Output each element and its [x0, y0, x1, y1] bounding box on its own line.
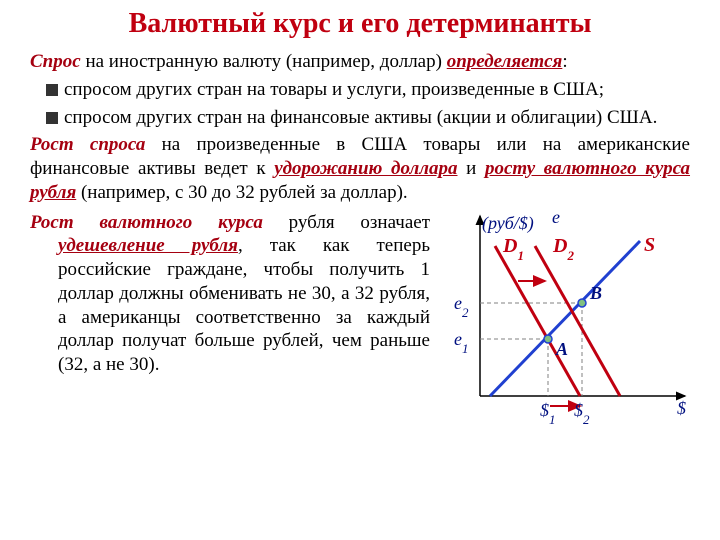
intro-tail: определяется: [447, 51, 563, 72]
intro-colon: :: [562, 51, 567, 72]
bullet-icon: [46, 112, 58, 124]
bullet-1: спросом других стран на товары и услуги,…: [30, 78, 690, 102]
bullet-icon: [46, 84, 58, 96]
svg-text:A: A: [555, 339, 568, 359]
svg-text:D1: D1: [502, 235, 524, 263]
bullet-2-text: спросом других стран на финансовые актив…: [64, 107, 657, 128]
svg-text:$2: $2: [574, 400, 590, 427]
lower-p1: рубля означает: [263, 212, 430, 233]
para2-p2: и: [458, 158, 485, 179]
slide-title: Валютный курс и его детерминанты: [30, 8, 690, 40]
lower-h1: удешевление рубля: [58, 235, 238, 256]
bullet-2: спросом других стран на финансовые актив…: [30, 106, 690, 130]
svg-text:S: S: [644, 234, 655, 256]
lower-lead: Рост валютного курса: [30, 212, 263, 233]
para2-p3: (например, с 30 до 32 рублей за доллар).: [76, 182, 407, 203]
para2: Рост спроса на произведенные в США товар…: [30, 133, 690, 204]
svg-text:$: $: [677, 398, 686, 418]
demand-supply-chart: e (руб/$) $ D1 D2 S A Be1 e2 $1 $2: [440, 211, 690, 442]
intro-line: Спрос на иностранную валюту (например, д…: [30, 50, 690, 74]
svg-text:(руб/$): (руб/$): [482, 213, 534, 234]
svg-text:D2: D2: [552, 235, 574, 263]
svg-text:e1: e1: [454, 329, 469, 356]
intro-lead: Спрос: [30, 51, 81, 72]
svg-text:B: B: [589, 283, 602, 303]
para2-lead: Рост спроса: [30, 134, 145, 155]
svg-text:e2: e2: [454, 293, 469, 320]
intro-rest: на иностранную валюту (например, доллар): [81, 51, 447, 72]
lower-para: Рост валютного курса рубля означает удеш…: [30, 211, 430, 377]
svg-text:e: e: [552, 211, 560, 227]
bullet-1-text: спросом других стран на товары и услуги,…: [64, 79, 604, 100]
svg-text:$1: $1: [540, 400, 556, 427]
para2-h1: удорожанию доллара: [274, 158, 457, 179]
